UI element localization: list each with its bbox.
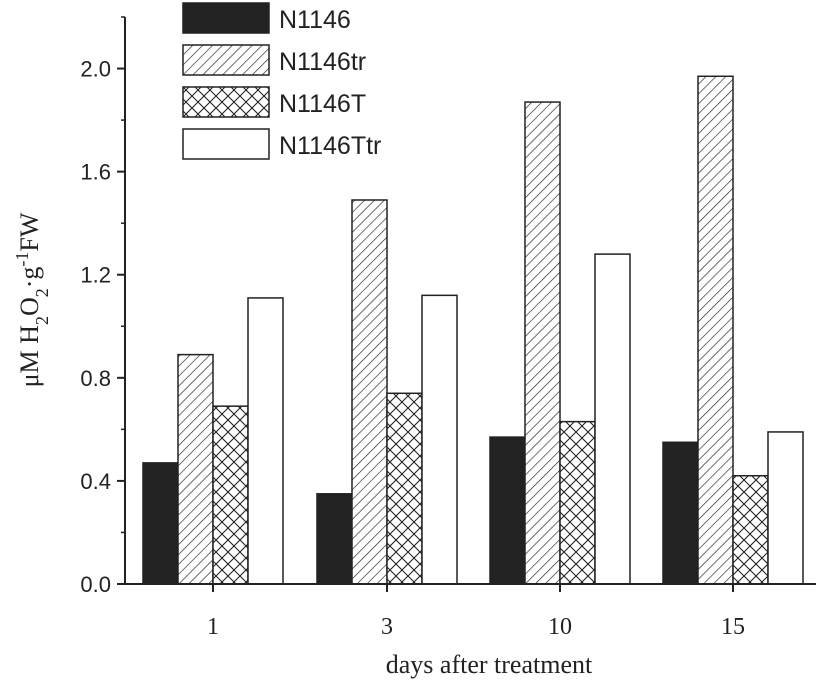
- y-tick-label: 1.6: [80, 160, 111, 185]
- x-tick-label: 15: [721, 614, 745, 640]
- bar-n1146-day-10: [489, 436, 526, 585]
- bar-n1146tr-day-1: [177, 353, 214, 585]
- bar-n1146ttr-day-1: [247, 297, 284, 585]
- legend-label-n1146ttr: N1146Ttr: [279, 132, 381, 160]
- bar-n1146t-day-3: [386, 392, 423, 585]
- legend-swatch-n1146: [182, 2, 270, 34]
- bar-n1146ttr-day-3: [421, 294, 458, 585]
- bar-n1146-day-1: [142, 462, 179, 585]
- bar-n1146ttr-day-10: [594, 253, 631, 585]
- legend-swatch-n1146ttr: [182, 128, 270, 160]
- x-ticks: 1 3 10 15: [207, 584, 745, 640]
- legend-swatch-n1146tr: [182, 44, 270, 76]
- y-tick-label: 0.4: [80, 469, 111, 494]
- bar-n1146t-day-15: [732, 475, 769, 585]
- bar-n1146-day-3: [316, 493, 353, 585]
- bar-n1146tr-day-15: [697, 75, 734, 585]
- y-tick-label: 2.0: [80, 57, 111, 82]
- y-axis-title: μM H2O2·g-1FW: [12, 212, 52, 387]
- bar-n1146t-day-1: [212, 405, 249, 585]
- bar-n1146t-day-10: [559, 420, 596, 585]
- y-ticks: 0.0 0.4 0.8 1.2 1.6 2.0: [80, 16, 125, 597]
- legend-label-n1146tr: N1146tr: [279, 48, 366, 76]
- x-tick-label: 3: [381, 614, 393, 640]
- bar-n1146-day-15: [662, 441, 699, 585]
- x-axis-title: days after treatment: [386, 650, 593, 679]
- y-tick-label: 1.2: [80, 263, 111, 288]
- legend-label-n1146t: N1146T: [279, 90, 366, 118]
- y-tick-label: 0.8: [80, 366, 111, 391]
- bar-n1146ttr-day-15: [767, 431, 804, 585]
- legend-swatch-n1146t: [182, 86, 270, 118]
- y-tick-label: 0.0: [80, 572, 111, 597]
- bar-n1146tr-day-3: [351, 199, 388, 585]
- bars-layer: [142, 75, 804, 585]
- legend-label-n1146: N1146: [279, 6, 351, 34]
- legend: N1146 N1146tr N1146T N1146Ttr: [182, 2, 381, 160]
- axes: [124, 17, 816, 585]
- x-tick-label: 1: [207, 614, 219, 640]
- x-tick-label: 10: [548, 614, 572, 640]
- bar-n1146tr-day-10: [524, 101, 561, 585]
